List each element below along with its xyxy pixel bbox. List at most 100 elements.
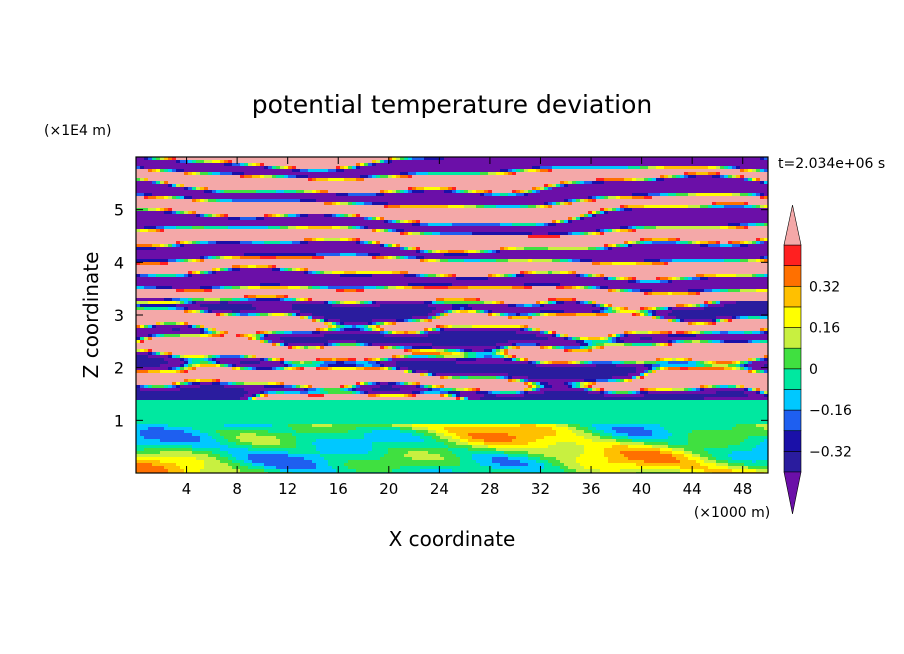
contour-cell <box>440 247 445 251</box>
contour-cell <box>352 229 357 233</box>
contour-cell <box>664 190 669 194</box>
contour-cell <box>424 217 429 221</box>
contour-cell <box>436 208 441 212</box>
contour-cell <box>240 217 245 221</box>
contour-cell <box>288 196 293 200</box>
contour-cell <box>372 196 377 200</box>
contour-cell <box>300 241 305 245</box>
contour-cell <box>288 178 293 182</box>
contour-cell <box>160 160 165 164</box>
contour-cell <box>244 190 249 194</box>
contour-cell <box>272 175 277 179</box>
contour-cell <box>584 220 589 224</box>
contour-cell <box>332 178 337 182</box>
contour-cell <box>540 208 545 212</box>
contour-cell <box>144 217 149 221</box>
contour-cell <box>384 175 389 179</box>
contour-cell <box>760 232 765 236</box>
contour-cell <box>472 208 477 212</box>
contour-cell <box>176 166 181 170</box>
contour-cell <box>684 229 689 233</box>
contour-cell <box>660 196 665 200</box>
contour-cell <box>352 178 357 182</box>
contour-cell <box>288 208 293 212</box>
contour-cell <box>604 187 609 191</box>
contour-cell <box>140 205 145 209</box>
contour-cell <box>656 166 661 170</box>
contour-cell <box>500 208 505 212</box>
contour-cell <box>252 205 257 209</box>
contour-cell <box>632 178 637 182</box>
contour-cell <box>596 187 601 191</box>
contour-cell <box>168 232 173 236</box>
contour-cell <box>380 178 385 182</box>
contour-cell <box>408 187 413 191</box>
contour-cell <box>152 184 157 188</box>
contour-cell <box>692 214 697 218</box>
contour-cell <box>380 199 385 203</box>
contour-cell <box>172 178 177 182</box>
contour-cell <box>612 226 617 230</box>
contour-cell <box>604 247 609 251</box>
contour-cell <box>620 241 625 245</box>
contour-cell <box>744 232 749 236</box>
contour-cell <box>684 211 689 215</box>
contour-cell <box>604 232 609 236</box>
contour-cell <box>528 169 533 173</box>
contour-cell <box>524 226 529 230</box>
contour-cell <box>420 223 425 227</box>
contour-cell <box>504 187 509 191</box>
contour-cell <box>140 244 145 248</box>
contour-cell <box>456 196 461 200</box>
contour-cell <box>216 166 221 170</box>
contour-cell <box>236 196 241 200</box>
contour-cell <box>660 175 665 179</box>
contour-cell <box>644 163 649 167</box>
contour-cell <box>332 181 337 185</box>
contour-cell <box>384 181 389 185</box>
contour-cell <box>392 196 397 200</box>
contour-cell <box>692 172 697 176</box>
contour-cell <box>340 181 345 185</box>
contour-cell <box>552 214 557 218</box>
contour-cell <box>524 214 529 218</box>
contour-cell <box>272 199 277 203</box>
contour-cell <box>416 202 421 206</box>
contour-cell <box>676 220 681 224</box>
contour-cell <box>208 205 213 209</box>
contour-cell <box>496 193 501 197</box>
contour-cell <box>452 175 457 179</box>
contour-cell <box>444 247 449 251</box>
contour-cell <box>356 190 361 194</box>
contour-cell <box>708 229 713 233</box>
contour-cell <box>648 226 653 230</box>
contour-cell <box>140 250 145 254</box>
contour-cell <box>556 223 561 227</box>
contour-cell <box>552 241 557 245</box>
contour-cell <box>600 211 605 215</box>
contour-cell <box>436 250 441 254</box>
contour-cell <box>684 208 689 212</box>
contour-cell <box>260 175 265 179</box>
contour-cell <box>272 226 277 230</box>
contour-cell <box>216 175 221 179</box>
contour-cell <box>172 163 177 167</box>
contour-cell <box>676 202 681 206</box>
contour-cell <box>192 241 197 245</box>
contour-cell <box>760 223 765 227</box>
contour-cell <box>300 223 305 227</box>
contour-cell <box>304 196 309 200</box>
contour-cell <box>380 235 385 239</box>
contour-cell <box>416 238 421 242</box>
contour-cell <box>268 172 273 176</box>
contour-cell <box>556 163 561 167</box>
contour-cell <box>212 163 217 167</box>
contour-cell <box>736 220 741 224</box>
contour-cell <box>424 238 429 242</box>
contour-cell <box>708 244 713 248</box>
contour-cell <box>196 184 201 188</box>
contour-cell <box>140 172 145 176</box>
contour-cell <box>412 217 417 221</box>
contour-cell <box>548 193 553 197</box>
contour-cell <box>676 169 681 173</box>
